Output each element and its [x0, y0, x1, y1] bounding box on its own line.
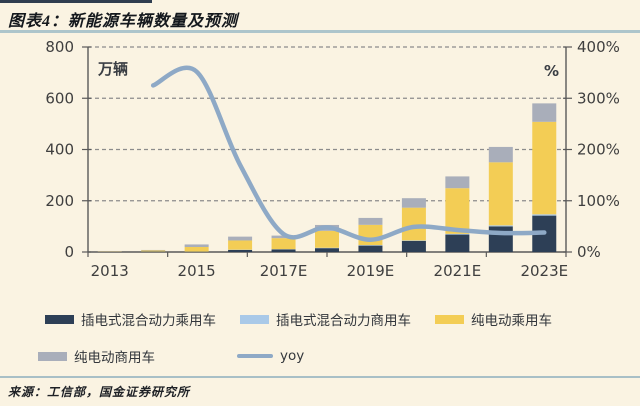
svg-text:200: 200	[45, 192, 74, 210]
svg-text:100%: 100%	[577, 192, 620, 210]
bev-passenger-swatch	[435, 314, 464, 324]
svg-text:400: 400	[45, 141, 74, 159]
footer-divider	[0, 376, 640, 378]
svg-text:600: 600	[45, 89, 74, 107]
svg-text:400%: 400%	[577, 38, 620, 56]
svg-text:2023E: 2023E	[520, 262, 568, 280]
legend-item-phev-passenger: 插电式混合动力乘用车	[45, 309, 216, 329]
legend-label: 纯电动乘用车	[471, 313, 552, 329]
svg-text:2021E: 2021E	[434, 262, 482, 280]
legend-item-phev-commercial: 插电式混合动力商用车	[240, 309, 411, 329]
svg-text:800: 800	[45, 38, 74, 56]
source-line: 来源：工信部，国金证券研究所	[8, 385, 191, 399]
svg-text:300%: 300%	[577, 89, 620, 107]
yoy-line	[150, 65, 547, 242]
svg-text:0: 0	[64, 243, 74, 261]
legend-label: yoy	[280, 348, 305, 364]
gridlines	[88, 46, 566, 202]
phev-passenger-swatch	[45, 314, 74, 324]
svg-text:2017E: 2017E	[260, 262, 308, 280]
svg-text:200%: 200%	[577, 141, 620, 159]
legend-label: 纯电动商用车	[74, 350, 155, 366]
phev-commercial-swatch	[240, 314, 269, 324]
svg-text:0%: 0%	[577, 243, 601, 261]
axis-tick-labels: 800 600 400 200 0 400% 300% 200% 100% 0% 2013 2015 2…	[45, 38, 620, 280]
legend-item-yoy: yoy	[237, 348, 304, 364]
stacked-bars	[97, 103, 557, 252]
title-top-rule	[0, 0, 152, 3]
legend-item-bev-commercial: 纯电动商用车	[38, 346, 155, 366]
svg-text:2019E: 2019E	[347, 262, 395, 280]
chart-canvas: 800 600 400 200 0 400% 300% 200% 100% 0% 2013 2015 2…	[45, 38, 620, 280]
svg-text:万辆: 万辆	[97, 60, 128, 78]
svg-text:2015: 2015	[178, 262, 216, 280]
legend-label: 插电式混合动力乘用车	[81, 313, 216, 329]
title-divider	[0, 30, 640, 33]
yoy-line-swatch	[237, 354, 273, 358]
legend-row-2: 纯电动商用车 yoy	[38, 346, 328, 366]
page-title: 图表4：新能源车辆数量及预测	[8, 13, 239, 30]
bev-commercial-swatch	[38, 351, 67, 361]
legend-item-bev-passenger: 纯电动乘用车	[435, 309, 552, 329]
svg-text:2013: 2013	[91, 262, 129, 280]
legend-row-1: 插电式混合动力乘用车 插电式混合动力商用车 纯电动乘用车	[45, 309, 576, 329]
svg-text:%: %	[544, 62, 559, 80]
legend-label: 插电式混合动力商用车	[276, 313, 411, 329]
